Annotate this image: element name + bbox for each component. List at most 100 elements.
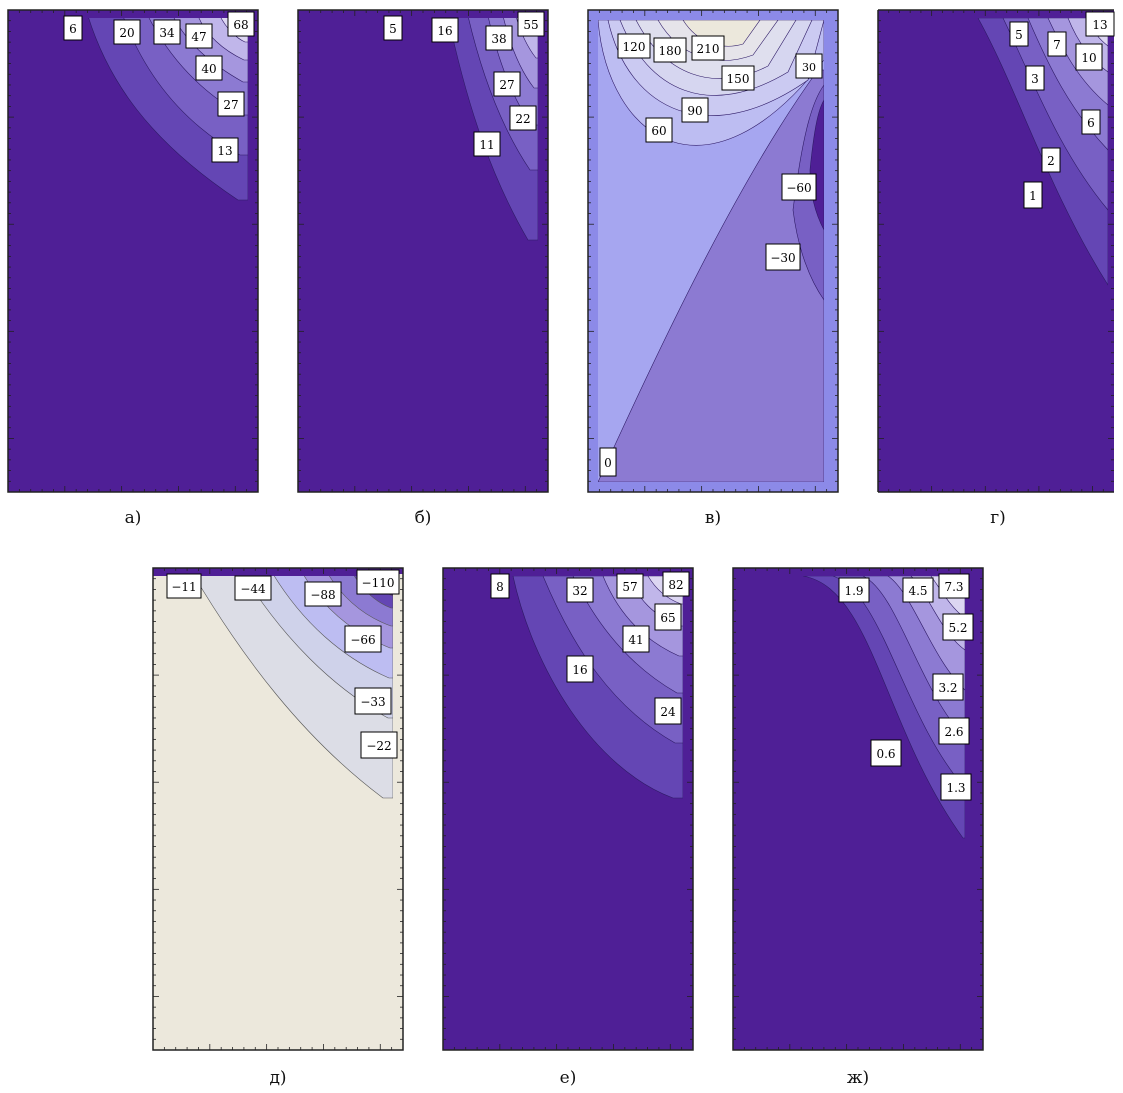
contour-label: 24 [654, 697, 682, 725]
svg-text:2: 2 [1047, 154, 1055, 168]
contour-label: 8 [490, 573, 510, 599]
contour-label: 13 [1085, 11, 1115, 37]
svg-text:55: 55 [523, 18, 538, 32]
contour-label: −88 [304, 581, 342, 607]
panel-caption: а) [124, 508, 142, 528]
contour-label: 16 [566, 655, 594, 683]
contour-label: 68 [227, 11, 255, 37]
panel-caption: ж) [846, 1068, 870, 1088]
panel-caption: е) [559, 1068, 577, 1088]
contour-label: −60 [781, 173, 817, 201]
contour-label: 3 [1025, 65, 1045, 91]
svg-text:65: 65 [660, 611, 675, 625]
contour-panel-v: 120 180 210 150 30 90 60 −60 −30 0 [587, 9, 839, 493]
svg-text:5: 5 [389, 22, 397, 36]
svg-text:30: 30 [802, 61, 816, 74]
contour-plot-v: 120 180 210 150 30 90 60 −60 −30 0 [587, 9, 839, 493]
svg-text:3.2: 3.2 [938, 681, 957, 695]
contour-label: 27 [493, 71, 521, 97]
svg-text:0.6: 0.6 [876, 747, 895, 761]
svg-text:5.2: 5.2 [948, 621, 967, 635]
svg-text:7.3: 7.3 [944, 580, 963, 594]
contour-label: −110 [356, 569, 400, 595]
contour-label: 41 [622, 625, 650, 653]
contour-panel-b: 5 16 38 55 27 22 11 [297, 9, 549, 493]
svg-text:210: 210 [697, 42, 720, 56]
contour-label: −30 [765, 243, 801, 271]
contour-plot-d: −11 −44 −88 −110 −66 −33 −22 [152, 567, 404, 1051]
svg-text:24: 24 [660, 705, 676, 719]
contour-label: 1.3 [940, 773, 972, 801]
svg-text:1: 1 [1029, 189, 1037, 203]
svg-text:10: 10 [1081, 51, 1096, 65]
svg-text:16: 16 [572, 663, 587, 677]
svg-text:150: 150 [727, 72, 750, 86]
contour-label: 6 [63, 15, 83, 41]
contour-label: 27 [217, 91, 245, 117]
contour-label: 20 [113, 19, 141, 45]
svg-text:−22: −22 [366, 739, 391, 753]
contour-label: 5.2 [942, 613, 974, 641]
contour-label: 32 [566, 577, 594, 603]
svg-text:−110: −110 [362, 576, 395, 590]
svg-text:1.3: 1.3 [946, 781, 965, 795]
contour-label: 38 [485, 25, 513, 51]
svg-text:60: 60 [651, 124, 666, 138]
contour-label: 65 [654, 603, 682, 631]
svg-text:180: 180 [659, 44, 682, 58]
svg-text:16: 16 [437, 24, 452, 38]
svg-text:32: 32 [572, 584, 587, 598]
svg-text:2.6: 2.6 [944, 725, 963, 739]
contour-panel-g: 5 7 13 10 3 6 2 1 [877, 9, 1115, 493]
contour-plot-e: 8 32 57 82 65 41 16 24 [442, 567, 694, 1051]
contour-label: 57 [616, 573, 644, 599]
contour-panel-d: −11 −44 −88 −110 −66 −33 −22 [152, 567, 404, 1051]
contour-label: 1 [1023, 181, 1043, 209]
contour-panel-zh: 1.9 4.5 7.3 5.2 3.2 2.6 0.6 1.3 [732, 567, 984, 1051]
svg-text:3: 3 [1031, 72, 1039, 86]
contour-label: 90 [681, 97, 709, 123]
panel-caption: г) [990, 508, 1006, 528]
svg-text:4.5: 4.5 [908, 584, 927, 598]
contour-label: 47 [185, 23, 213, 49]
contour-label: 0.6 [870, 739, 902, 767]
svg-text:22: 22 [515, 112, 530, 126]
contour-label: 5 [383, 15, 403, 41]
contour-label: 3.2 [932, 673, 964, 701]
contour-plot-b: 5 16 38 55 27 22 11 [297, 9, 549, 493]
contour-label: 6 [1081, 109, 1101, 135]
svg-text:6: 6 [69, 22, 77, 36]
contour-label: −22 [360, 731, 398, 759]
contour-label: 10 [1075, 43, 1103, 71]
svg-text:27: 27 [499, 78, 514, 92]
contour-label: 13 [211, 137, 239, 163]
contour-label: −44 [234, 575, 272, 601]
svg-text:13: 13 [1092, 18, 1107, 32]
contour-label: 30 [795, 53, 823, 79]
svg-text:41: 41 [628, 633, 643, 647]
contour-label: 40 [195, 55, 223, 81]
svg-text:−88: −88 [310, 588, 335, 602]
contour-label: 34 [153, 19, 181, 45]
svg-text:−30: −30 [770, 251, 795, 265]
contour-label: 60 [645, 117, 673, 143]
contour-panel-e: 8 32 57 82 65 41 16 24 [442, 567, 694, 1051]
svg-text:6: 6 [1087, 116, 1095, 130]
contour-label: 4.5 [902, 577, 934, 603]
svg-text:40: 40 [201, 62, 216, 76]
contour-label: 210 [691, 35, 725, 61]
contour-label: 55 [517, 11, 545, 37]
contour-label: 2.6 [938, 717, 970, 745]
contour-label: 82 [662, 571, 690, 597]
svg-text:13: 13 [217, 144, 232, 158]
svg-text:−11: −11 [171, 580, 196, 594]
svg-text:0: 0 [604, 456, 612, 470]
svg-text:27: 27 [223, 98, 238, 112]
contour-panel-a: 6 20 34 47 68 40 27 13 [7, 9, 259, 493]
svg-text:38: 38 [491, 32, 506, 46]
svg-text:47: 47 [191, 30, 206, 44]
contour-label: 5 [1009, 21, 1029, 47]
panel-caption: д) [269, 1068, 287, 1088]
contour-label: 11 [473, 131, 501, 157]
contour-label: 0 [599, 447, 617, 477]
